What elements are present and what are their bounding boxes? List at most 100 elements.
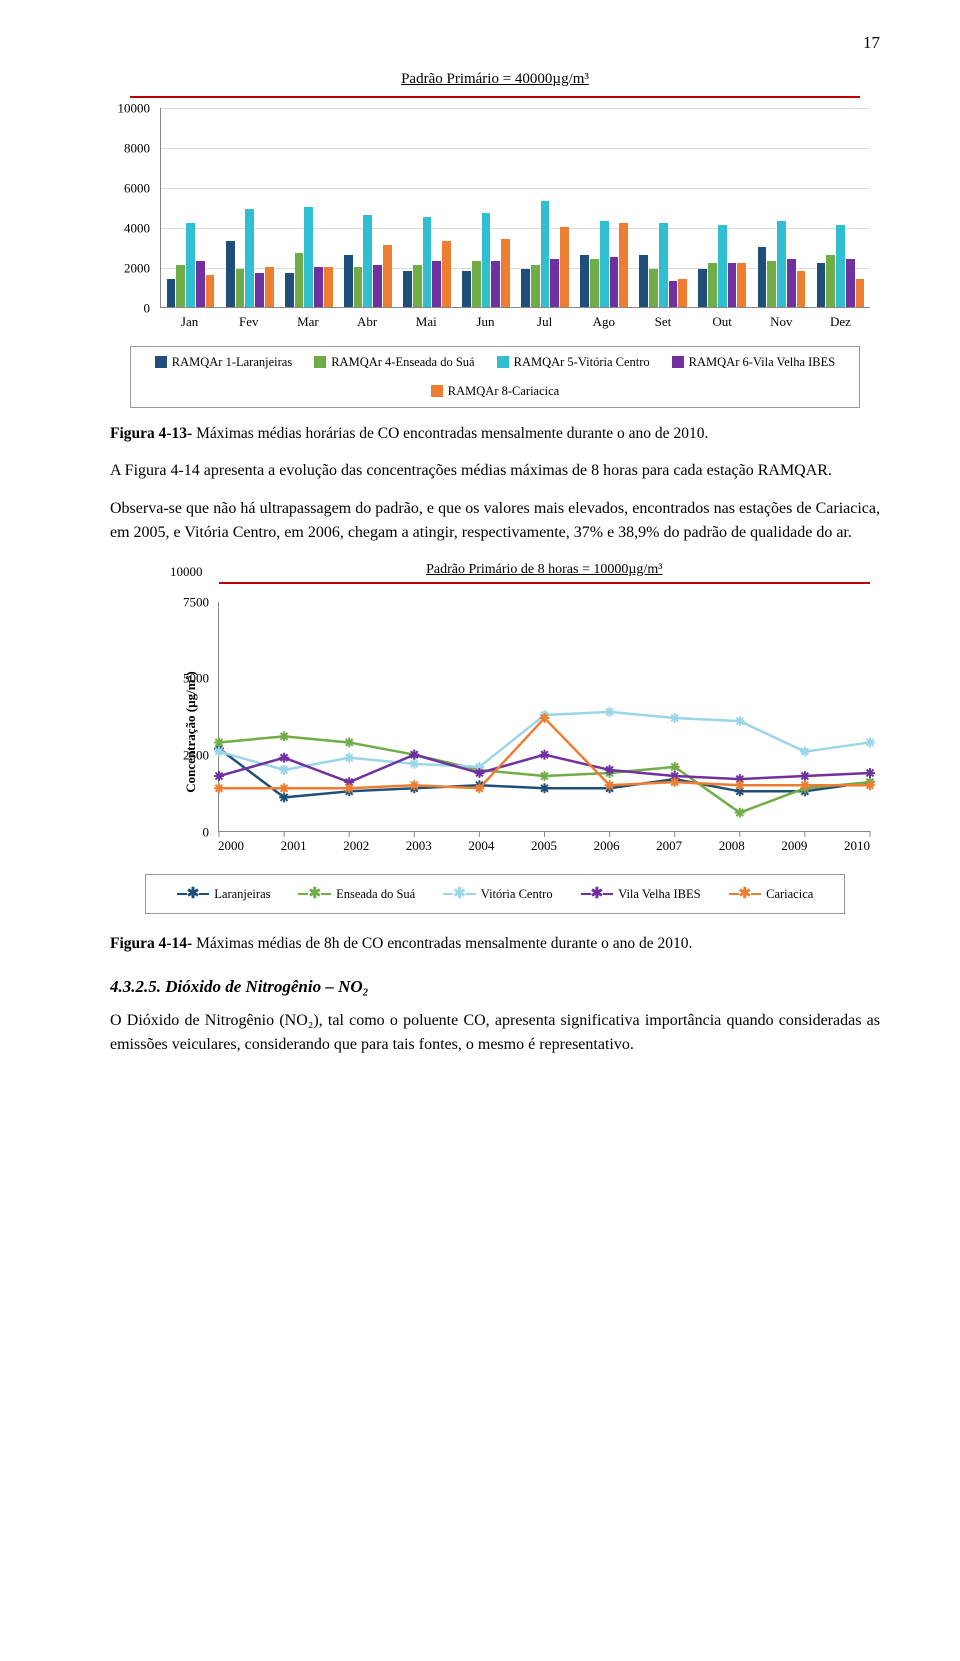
bar [669, 281, 678, 307]
bar [708, 263, 717, 307]
data-point [865, 780, 875, 790]
caption-text: Máximas médias de 8h de CO encontradas m… [196, 935, 692, 952]
chart2: 10000 Padrão Primário de 8 horas = 10000… [110, 559, 880, 862]
chart2-ymax: 10000 [170, 562, 203, 582]
bar [521, 269, 530, 307]
bar [767, 261, 776, 307]
caption-label: Figura 4-13- [110, 425, 196, 442]
x-label: Ago [574, 312, 633, 338]
data-point [214, 783, 224, 793]
bar [777, 221, 786, 307]
bar [373, 265, 382, 307]
legend-item: ✱Laranjeiras [177, 883, 271, 906]
bar [659, 223, 668, 307]
data-point [735, 716, 745, 726]
section-number: 4.3.2.5. [110, 977, 165, 996]
x-label: 2002 [343, 836, 369, 862]
bar [856, 279, 865, 307]
bar [265, 267, 274, 307]
x-label: Dez [811, 312, 870, 338]
paragraph-1: A Figura 4-14 apresenta a evolução das c… [110, 459, 880, 483]
bar [610, 257, 619, 307]
paragraph-3: O Dióxido de Nitrogênio (NO₂), tal como … [110, 1009, 880, 1057]
bar [403, 271, 412, 307]
x-label: Nov [752, 312, 811, 338]
bar [590, 259, 599, 307]
bar [413, 265, 422, 307]
legend-item: RAMQAr 1-Laranjeiras [155, 353, 292, 372]
bar [550, 259, 559, 307]
bar [491, 261, 500, 307]
data-point [865, 737, 875, 747]
y-tick: 2500 [183, 745, 209, 765]
bar [846, 259, 855, 307]
chart1-legend: RAMQAr 1-Laranjeiras RAMQAr 4-Enseada do … [130, 346, 860, 408]
legend-label: Vitória Centro [481, 885, 553, 904]
bar [462, 271, 471, 307]
chart1-red-line [130, 96, 860, 98]
legend-swatch [431, 385, 443, 397]
bar [836, 225, 845, 307]
legend-label: RAMQAr 1-Laranjeiras [172, 353, 292, 372]
y-tick: 4000 [124, 218, 150, 238]
legend-item: ✱Vila Velha IBES [581, 883, 701, 906]
y-tick: 7500 [183, 592, 209, 612]
x-label: Jul [515, 312, 574, 338]
legend-marker: ✱ [729, 883, 762, 906]
bar [619, 223, 628, 307]
bar [728, 263, 737, 307]
chart2-legend: ✱Laranjeiras✱Enseada do Suá✱Vitória Cent… [145, 874, 845, 915]
data-point [344, 752, 354, 762]
section-title: Dióxido de Nitrogênio – NO₂ [165, 977, 368, 996]
data-point [214, 771, 224, 781]
data-point [605, 707, 615, 717]
legend-item: ✱Enseada do Suá [298, 883, 415, 906]
legend-label: Enseada do Suá [336, 885, 415, 904]
data-point [214, 737, 224, 747]
data-point [670, 713, 680, 723]
figure-4-14-caption: Figura 4-14- Máximas médias de 8h de CO … [110, 932, 880, 955]
x-label: 2000 [218, 836, 244, 862]
data-point [735, 807, 745, 817]
x-label: 2007 [656, 836, 682, 862]
bar [797, 271, 806, 307]
bar [226, 241, 235, 307]
legend-marker: ✱ [177, 883, 210, 906]
chart2-standard-text: Padrão Primário de 8 horas = 10000µg/m³ [219, 559, 871, 580]
legend-item: ✱Cariacica [729, 883, 814, 906]
bar [649, 269, 658, 307]
y-tick: 10000 [118, 98, 151, 118]
legend-item: RAMQAr 4-Enseada do Suá [314, 353, 474, 372]
bar [324, 267, 333, 307]
legend-item: RAMQAr 6-Vila Velha IBES [672, 353, 836, 372]
bar [304, 207, 313, 307]
data-point [344, 737, 354, 747]
bar [176, 265, 185, 307]
x-label: Mar [278, 312, 337, 338]
bar [531, 265, 540, 307]
y-tick: 0 [203, 822, 210, 842]
legend-label: Vila Velha IBES [618, 885, 700, 904]
x-label: 2005 [531, 836, 557, 862]
chart1: 0200040006000800010000 JanFevMarAbrMaiJu… [110, 108, 880, 338]
bar [737, 263, 746, 307]
data-point [540, 771, 550, 781]
data-point [214, 746, 224, 756]
x-label: Jun [456, 312, 515, 338]
bar [432, 261, 441, 307]
bar [344, 255, 353, 307]
bar [186, 223, 195, 307]
x-label: 2001 [281, 836, 307, 862]
data-point [800, 746, 810, 756]
x-label: 2004 [468, 836, 494, 862]
x-label: Fev [219, 312, 278, 338]
bar [639, 255, 648, 307]
x-label: 2008 [719, 836, 745, 862]
bar [196, 261, 205, 307]
bar [285, 273, 294, 307]
bar [698, 269, 707, 307]
y-tick: 0 [144, 298, 151, 318]
bar [541, 201, 550, 307]
page-number: 17 [110, 30, 880, 56]
data-point [865, 768, 875, 778]
